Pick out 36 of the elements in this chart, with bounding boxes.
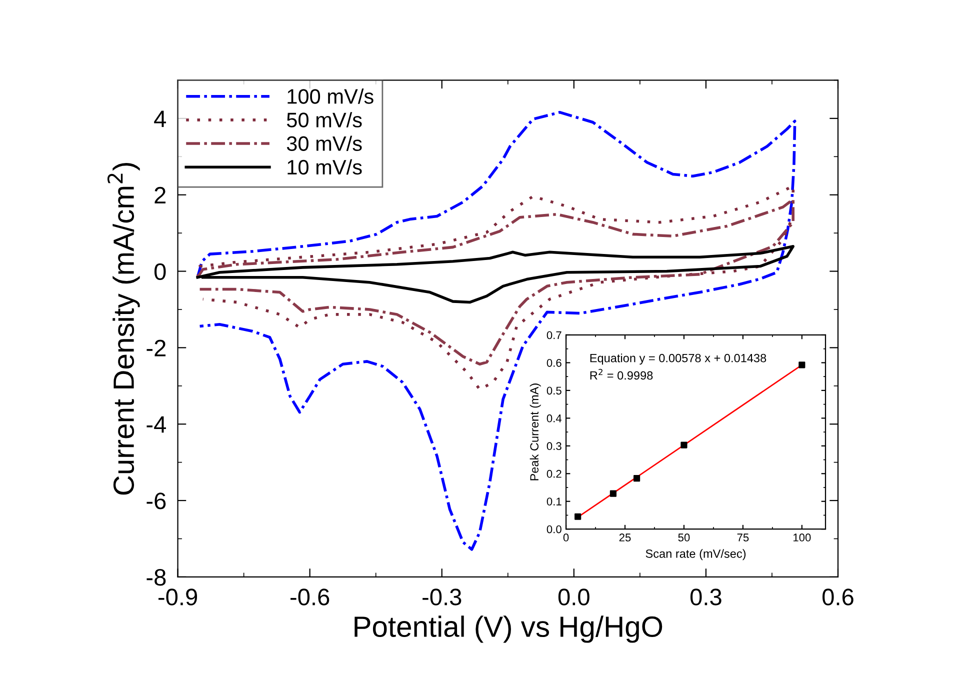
y-tick-label: 2 [154,186,166,204]
x-tick-label: 50 [678,534,690,542]
x-tick-label: 0.3 [690,588,722,606]
y-tick-label: 0 [154,263,166,280]
y-tick-label: -4 [146,416,166,433]
x-tick-label: -0.3 [422,588,462,606]
annotation: R$^{2}$ = 0.9998 [590,368,653,380]
legend-label: 30 mV/s [286,136,362,152]
y-tick-label: 0.2 [546,470,562,478]
y-tick-label: 0.6 [546,358,562,367]
x-tick-label: 25 [619,534,631,542]
x-tick-label: 0.6 [822,588,854,606]
x-axis-title: Scan rate (mV/sec) [646,549,746,560]
y-axis-title: Peak Current (mA) [530,384,541,480]
y-tick-label: 4 [154,110,166,127]
x-tick-label: 75 [737,534,749,542]
legend-label: 10 mV/s [288,159,362,175]
annotation: Equation y = 0.00578 x + 0.01438 [590,354,766,365]
y-tick-label: 0.5 [546,386,562,395]
y-axis-title: Current Density (mA/cm$^{2}$) [107,163,140,495]
y-tick-label: -6 [146,492,166,510]
x-tick-label: -0.6 [290,588,330,606]
x-tick-label: 100 [793,534,811,542]
y-tick-label: 0.4 [546,414,562,422]
y-tick-label: -8 [146,569,166,586]
y-tick-label: -2 [146,340,166,356]
legend-label: 100 mV/s [288,88,374,104]
y-tick-label: 0.7 [546,331,562,340]
y-tick-label: 0.1 [546,498,562,506]
x-tick-label: -0.9 [158,588,198,606]
legend-label: 50 mV/s [286,112,362,128]
y-tick-label: 0.0 [546,525,562,534]
y-tick-label: 0.3 [546,442,562,450]
x-axis-title: Potential (V) vs Hg/HgO [354,616,662,643]
x-tick-label: 0.0 [558,588,590,606]
x-tick-label: 0 [563,534,569,542]
